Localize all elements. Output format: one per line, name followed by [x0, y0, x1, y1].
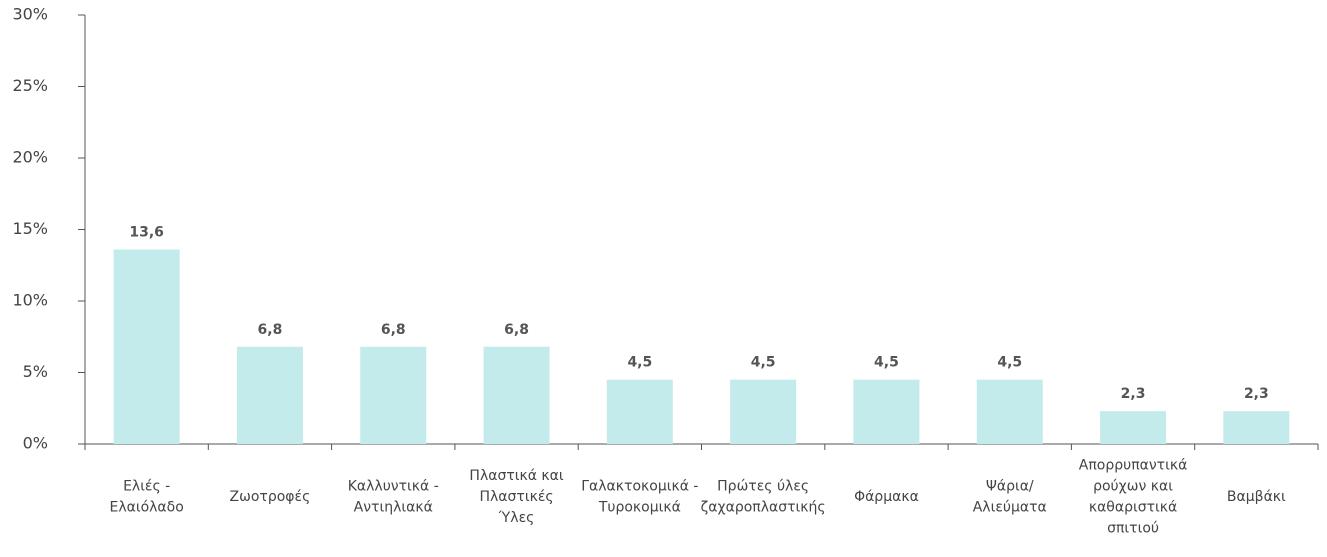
x-tick-label-line: Πλαστικά και [469, 468, 563, 484]
bar [236, 346, 303, 444]
x-tick-label-line: Ελιές - [123, 479, 170, 495]
bar [483, 346, 550, 444]
y-tick-label: 20% [12, 148, 48, 167]
bar [1100, 411, 1167, 444]
x-tick-label-line: Ελαιόλαδο [109, 500, 183, 516]
x-tick-label-line: Ύλες [498, 510, 535, 526]
x-tick-label-line: Πλαστικές [479, 489, 553, 505]
bar [113, 249, 180, 444]
bar [976, 379, 1043, 444]
value-label: 4,5 [627, 355, 652, 371]
x-tick-label-line: Πρώτες ύλες [717, 479, 809, 495]
y-tick-label: 30% [12, 5, 48, 24]
x-tick-label: Πρώτες ύλες ζαχαροπλαστικής [701, 479, 826, 516]
x-tick-label-line: Τυροκομικά [598, 500, 681, 516]
bar [360, 346, 427, 444]
value-label: 2,3 [1244, 386, 1269, 402]
value-label: 13,6 [129, 225, 164, 241]
x-tick-label: Γαλακτοκομικά - Τυροκομικά [581, 479, 698, 516]
x-tick-label: Ελιές - Ελαιόλαδο [109, 479, 183, 516]
x-tick-label-line: Αντιηλιακά [354, 500, 433, 516]
value-label: 6,8 [381, 322, 406, 338]
value-label: 4,5 [874, 355, 899, 371]
x-tick-label-line: Φάρμακα [854, 489, 919, 505]
bar [1223, 411, 1290, 444]
x-tick-label: Καλλυντικά - Αντιηλιακά [348, 479, 439, 516]
value-label: 4,5 [997, 355, 1022, 371]
bar [730, 379, 797, 444]
x-tick-label: Βαμβάκι [1227, 489, 1286, 505]
x-tick-label-line: Ζωοτροφές [230, 489, 311, 505]
x-tick-label-line: ρούχων και [1093, 479, 1173, 495]
x-tick-label: Ψάρια/Αλιεύματα [973, 479, 1047, 516]
x-tick-label: Πλαστικά και Πλαστικές Ύλες [469, 468, 563, 526]
x-tick-label-line: Ψάρια/ [986, 479, 1034, 495]
y-tick-label: 15% [12, 219, 48, 238]
x-tick-label: Ζωοτροφές [230, 489, 311, 505]
x-tick-label-line: Αλιεύματα [973, 500, 1047, 516]
x-tick-label-line: Απορρυπαντικά [1079, 458, 1188, 474]
x-tick-label-line: Βαμβάκι [1227, 489, 1286, 505]
x-tick-label: Απορρυπαντικά ρούχων και καθαριστικά σπιτιο… [1079, 458, 1188, 537]
value-label: 6,8 [258, 322, 283, 338]
value-label: 2,3 [1121, 386, 1146, 402]
value-label: 4,5 [751, 355, 776, 371]
y-tick-label: 25% [12, 76, 48, 95]
x-tick-label-line: Καλλυντικά - [348, 479, 439, 495]
x-tick-label-line: Γαλακτοκομικά - [581, 479, 698, 495]
x-tick-label-line: ζαχαροπλαστικής [701, 500, 826, 516]
x-tick-label-line: καθαριστικά [1089, 500, 1177, 516]
y-tick-label: 5% [23, 362, 48, 381]
y-tick-label: 0% [23, 434, 48, 453]
bar [853, 379, 920, 444]
x-tick-label-line: σπιτιού [1107, 521, 1159, 537]
x-tick-label: Φάρμακα [854, 489, 919, 505]
bar [606, 379, 673, 444]
y-tick-label: 10% [12, 291, 48, 310]
value-label: 6,8 [504, 322, 529, 338]
